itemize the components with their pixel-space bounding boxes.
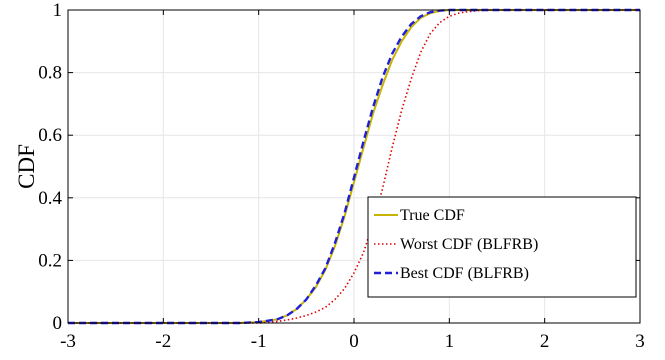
y-tick-label: 1 [53,0,63,21]
x-tick-label: 1 [445,331,455,352]
axis-ticks: -3 -2 -1 0 1 2 3 0 0.2 0.4 0.6 0.8 1 [38,0,645,352]
x-tick-label: 3 [635,331,645,352]
x-tick-label: -1 [251,331,267,352]
y-tick-label: 0.2 [38,250,62,271]
legend-label-2: Worst CDF (BLFRB) [400,236,538,253]
grid [68,10,640,323]
x-tick-label: 2 [540,331,550,352]
series-lines [68,8,640,325]
series-line-3 [68,8,640,325]
y-tick-label: 0.4 [38,188,62,209]
y-tick-label: 0.8 [38,63,62,84]
y-tick-label: 0.6 [38,125,62,146]
y-axis-label: CDF [14,144,39,189]
x-tick-label: -2 [155,331,171,352]
legend-box [367,196,637,298]
x-tick-label: 0 [349,331,359,352]
x-tick-label: -3 [60,331,76,352]
legend: True CDF Worst CDF (BLFRB) Best CDF (BLFRB… [367,196,637,298]
legend-label-3: Best CDF (BLFRB) [400,265,529,282]
legend-label-1: True CDF [400,207,465,224]
y-tick-label: 0 [53,313,63,334]
